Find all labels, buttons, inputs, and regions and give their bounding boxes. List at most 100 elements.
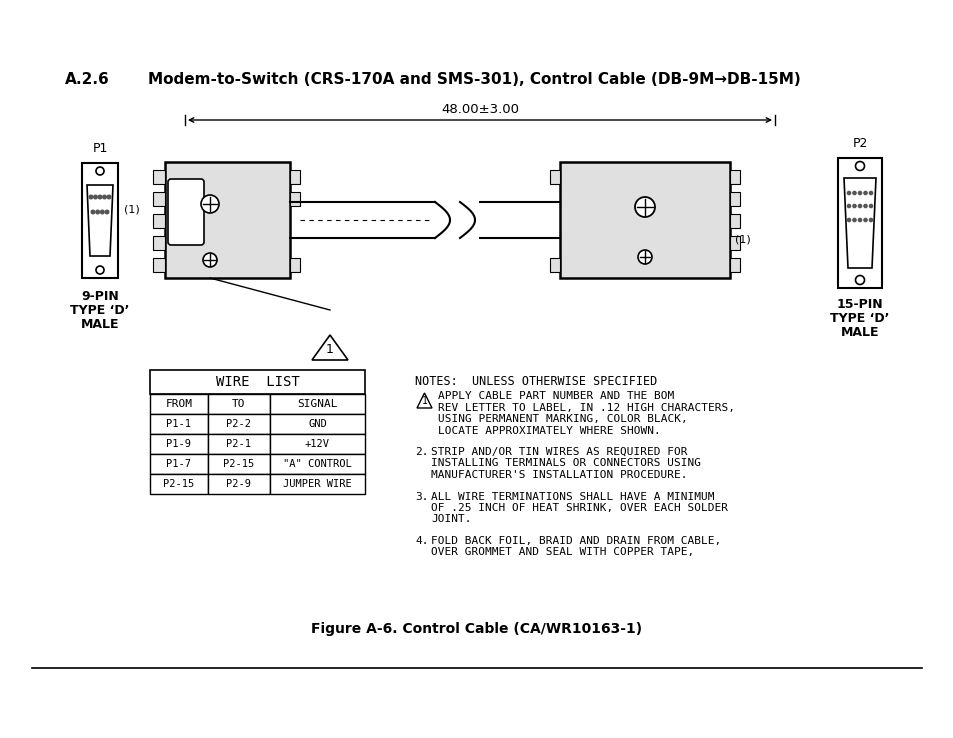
Text: (1): (1) [124,205,139,215]
Circle shape [852,204,855,207]
Polygon shape [312,335,348,360]
Circle shape [846,218,850,221]
Bar [208,434,270,454]
Text: "A" CONTROL: "A" CONTROL [283,459,352,469]
Text: P1-9: P1-9 [167,439,192,449]
Circle shape [96,266,104,274]
Text: 3.: 3. [415,492,428,502]
Bar [152,258,165,272]
Circle shape [105,210,109,214]
Text: TYPE ‘D’: TYPE ‘D’ [71,304,130,317]
Bar [550,170,559,184]
FancyBboxPatch shape [168,179,204,245]
Circle shape [846,204,850,207]
Polygon shape [416,393,432,408]
Text: P2-2: P2-2 [226,419,252,429]
Bar [150,414,208,434]
Bar [152,236,165,250]
Text: WIRE  LIST: WIRE LIST [215,375,299,389]
Bar [152,170,165,184]
Text: (1): (1) [734,235,750,245]
Bar [550,258,559,272]
Bar [208,454,270,474]
Text: 9-PIN: 9-PIN [81,290,119,303]
Text: 1: 1 [326,343,334,356]
Bar [270,474,365,494]
Text: GND: GND [308,419,327,429]
Circle shape [858,204,861,207]
Bar [559,162,729,278]
Text: 48.00±3.00: 48.00±3.00 [440,103,518,116]
Bar [290,170,299,184]
Text: P2-1: P2-1 [226,439,252,449]
Text: TO: TO [232,399,246,409]
Text: FROM: FROM [165,399,193,409]
Bar [729,170,740,184]
Circle shape [100,210,104,214]
Circle shape [868,204,872,207]
Bar [729,192,740,206]
Circle shape [98,195,102,199]
Text: INSTALLING TERMINALS OR CONNECTORS USING: INSTALLING TERMINALS OR CONNECTORS USING [431,458,700,469]
Text: P2-15: P2-15 [223,459,254,469]
Circle shape [638,250,651,264]
Bar [208,474,270,494]
Text: P1: P1 [92,142,108,155]
Bar [208,394,270,414]
Circle shape [103,195,106,199]
Bar [290,258,299,272]
Text: REV LETTER TO LABEL, IN .12 HIGH CHARACTERS,: REV LETTER TO LABEL, IN .12 HIGH CHARACT… [437,402,734,413]
Bar [270,414,365,434]
Text: ALL WIRE TERMINATIONS SHALL HAVE A MINIMUM: ALL WIRE TERMINATIONS SHALL HAVE A MINIM… [431,492,714,502]
Bar [150,434,208,454]
Circle shape [858,218,861,221]
Bar [150,394,208,414]
Circle shape [91,210,94,214]
FancyBboxPatch shape [82,163,118,278]
Polygon shape [87,185,112,256]
Text: P1-7: P1-7 [167,459,192,469]
Text: MANUFACTURER'S INSTALLATION PROCEDURE.: MANUFACTURER'S INSTALLATION PROCEDURE. [431,470,687,480]
Text: APPLY CABLE PART NUMBER AND THE BOM: APPLY CABLE PART NUMBER AND THE BOM [437,391,674,401]
Bar [152,192,165,206]
Text: +12V: +12V [305,439,330,449]
Bar [150,370,365,394]
Text: LOCATE APPROXIMATELY WHERE SHOWN.: LOCATE APPROXIMATELY WHERE SHOWN. [437,426,660,435]
Circle shape [855,275,863,285]
Text: TYPE ‘D’: TYPE ‘D’ [829,312,889,325]
Text: A.2.6: A.2.6 [65,72,110,87]
Circle shape [107,195,111,199]
Text: P2-9: P2-9 [226,479,252,489]
Text: 2.: 2. [415,447,428,457]
Circle shape [90,195,92,199]
Text: MALE: MALE [81,318,119,331]
Text: OVER GROMMET AND SEAL WITH COPPER TAPE,: OVER GROMMET AND SEAL WITH COPPER TAPE, [431,548,694,557]
Text: Figure A-6. Control Cable (CA/WR10163-1): Figure A-6. Control Cable (CA/WR10163-1) [311,622,642,636]
Text: USING PERMANENT MARKING, COLOR BLACK,: USING PERMANENT MARKING, COLOR BLACK, [437,414,687,424]
Bar [150,474,208,494]
Bar [208,414,270,434]
Bar [270,394,365,414]
Text: P1-1: P1-1 [167,419,192,429]
Text: STRIP AND/OR TIN WIRES AS REQUIRED FOR: STRIP AND/OR TIN WIRES AS REQUIRED FOR [431,447,687,457]
Text: Modem-to-Switch (CRS-170A and SMS-301), Control Cable (DB-9M→DB-15M): Modem-to-Switch (CRS-170A and SMS-301), … [148,72,800,87]
Text: JOINT.: JOINT. [431,514,471,525]
Text: SIGNAL: SIGNAL [297,399,337,409]
Circle shape [863,218,866,221]
Circle shape [868,218,872,221]
Bar [729,214,740,228]
Text: OF .25 INCH OF HEAT SHRINK, OVER EACH SOLDER: OF .25 INCH OF HEAT SHRINK, OVER EACH SO… [431,503,727,513]
Circle shape [868,191,872,195]
Text: FOLD BACK FOIL, BRAID AND DRAIN FROM CABLE,: FOLD BACK FOIL, BRAID AND DRAIN FROM CAB… [431,536,720,546]
Circle shape [863,204,866,207]
FancyBboxPatch shape [837,158,882,288]
Polygon shape [843,178,875,268]
Circle shape [203,253,216,267]
Bar [729,236,740,250]
Bar [729,258,740,272]
Bar [165,162,290,278]
Bar [290,192,299,206]
Circle shape [846,191,850,195]
Circle shape [852,218,855,221]
Text: NOTES:  UNLESS OTHERWISE SPECIFIED: NOTES: UNLESS OTHERWISE SPECIFIED [415,375,657,388]
